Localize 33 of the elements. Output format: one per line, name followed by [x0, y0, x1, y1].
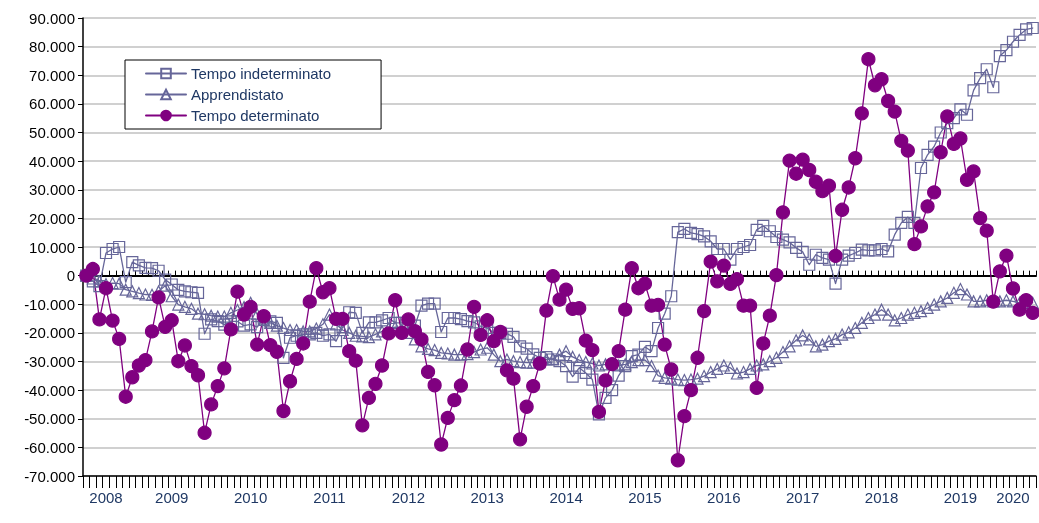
y-tick-label: -60.000	[24, 438, 75, 456]
y-tick-label: 90.000	[29, 9, 75, 27]
y-tick-label: -70.000	[24, 467, 75, 485]
x-tick-label: 2011	[313, 489, 346, 506]
y-tick-label: -10.000	[24, 295, 75, 313]
y-tick-label: 0	[66, 267, 75, 285]
x-tick-label: 2013	[470, 489, 504, 506]
x-tick-label: 2015	[628, 489, 662, 506]
y-tick-label: 20.000	[29, 209, 75, 227]
y-tick-label: 70.000	[29, 66, 75, 84]
y-tick-label: -50.000	[24, 410, 75, 428]
x-tick-label: 2014	[549, 489, 583, 506]
x-tick-label: 2018	[864, 489, 899, 506]
x-tick-label: 2009	[155, 489, 189, 506]
x-tick-label: 2020	[996, 489, 1030, 506]
x-tick-label: 2010	[233, 489, 268, 506]
y-tick-label: 60.000	[29, 95, 75, 113]
x-tick-label: 2012	[391, 489, 426, 506]
y-tick-label: 50.000	[29, 124, 75, 141]
legend-label: Tempo indeterminato	[191, 65, 332, 82]
y-tick-label: 10.000	[29, 238, 75, 256]
y-tick-label: -40.000	[24, 381, 75, 399]
y-tick-label: 40.000	[29, 152, 75, 170]
legend-label: Apprendistato	[191, 86, 284, 103]
y-tick-label: 30.000	[29, 181, 75, 199]
y-tick-label: -20.000	[24, 324, 75, 342]
x-tick-label: 2019	[943, 489, 978, 506]
x-tick-label: 2016	[707, 489, 741, 506]
legend-label: Tempo determinato	[191, 107, 320, 124]
x-tick-label: 2017	[785, 489, 820, 506]
x-tick-label: 2008	[89, 489, 123, 506]
y-tick-label: -30.000	[24, 353, 75, 370]
y-tick-label: 80.000	[29, 38, 75, 56]
